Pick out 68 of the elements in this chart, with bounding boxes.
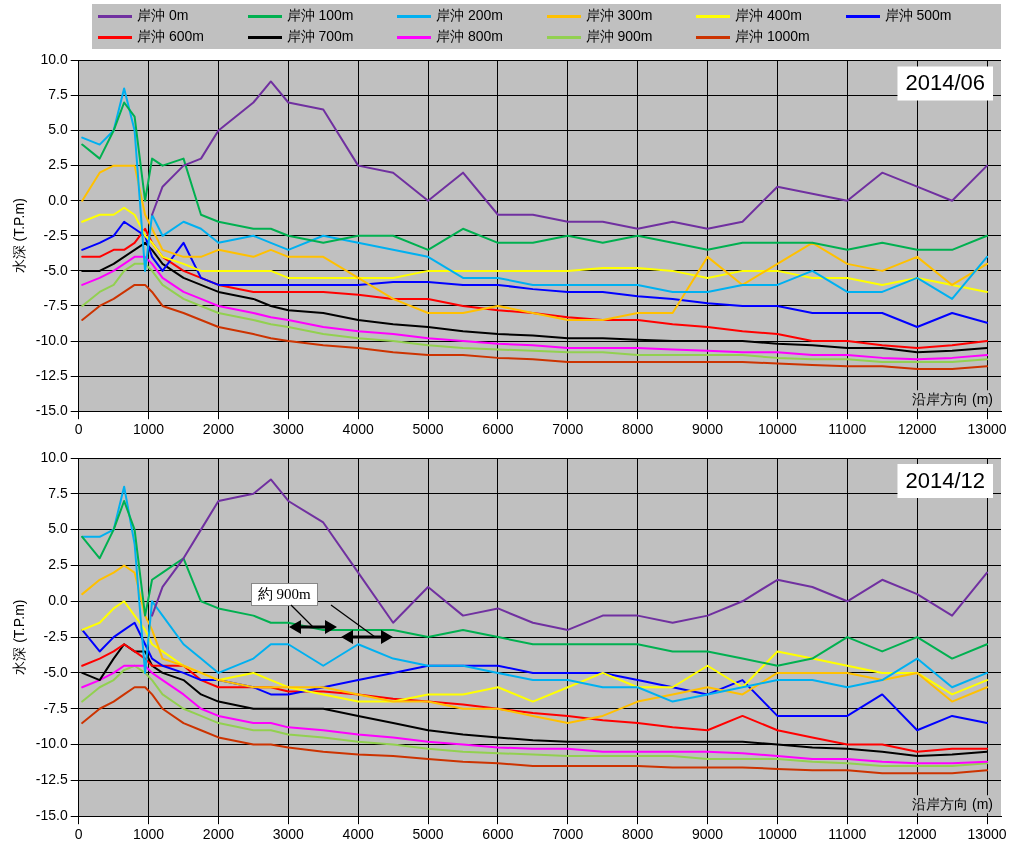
legend-label: 岸沖 500m [884,7,952,25]
y-tick-label: 7.5 [48,484,68,501]
legend-label: 岸沖 800m [436,28,503,46]
x-tick-label: 9000 [691,421,724,438]
x-tick-label: 8000 [622,826,654,843]
x-tick-label: 9000 [691,826,724,843]
y-tick-label: 2.5 [48,156,68,173]
x-tick-label: 0 [74,421,83,438]
x-tick-label: 3000 [272,826,305,843]
x-axis-title: 沿岸方向 (m) [912,796,993,813]
legend-label: 岸沖 100m [286,7,354,25]
y-tick-label: 0.0 [48,592,68,609]
y-tick-label: 10.0 [40,51,68,68]
legend-label: 岸沖 400m [735,7,802,25]
y-tick-label: 10.0 [40,448,68,465]
y-tick-label: 5.0 [48,520,68,537]
x-tick-label: 11000 [828,421,867,438]
y-tick-label: -2.5 [43,627,68,644]
y-tick-label: -12.5 [35,366,68,383]
x-axis-title: 沿岸方向 (m) [912,391,993,408]
y-tick-label: 0.0 [48,191,68,208]
y-tick-label: -10.0 [35,331,68,348]
x-tick-label: 8000 [622,421,654,438]
legend-label: 岸沖 700m [286,28,354,46]
x-tick-label: 7000 [552,826,584,843]
x-tick-label: 10000 [757,421,798,438]
x-tick-label: 7000 [552,421,584,438]
x-tick-label: 5000 [412,826,444,843]
x-tick-label: 12000 [897,421,937,438]
y-tick-label: 2.5 [48,556,68,573]
x-tick-label: 6000 [482,421,514,438]
y-tick-label: 7.5 [48,86,68,103]
y-tick-label: -7.5 [43,699,68,716]
legend-label: 岸沖 1000m [735,28,810,46]
y-tick-label: -15.0 [35,807,68,824]
x-tick-label: 3000 [272,421,305,438]
x-tick-label: 1000 [133,826,165,843]
x-tick-label: 13000 [967,826,1007,843]
y-tick-label: -2.5 [43,226,68,243]
text: 2014/12 [905,468,986,494]
y-tick-label: -7.5 [43,296,68,313]
y-tick-label: -5.0 [43,663,68,680]
x-tick-label: 2000 [202,826,235,843]
y-tick-label: -10.0 [35,735,68,752]
y-axis-title: 水深 (T.P.m) [11,198,28,274]
x-tick-label: 5000 [412,421,444,438]
x-tick-label: 10000 [757,826,798,843]
legend-label: 岸沖 600m [137,28,204,46]
annotation: 約 900m [250,583,318,607]
legend-label: 岸沖 200m [436,7,503,25]
y-tick-label: -15.0 [35,402,68,419]
x-tick-label: 1000 [133,421,165,438]
x-tick-label: 4000 [342,826,374,843]
x-tick-label: 12000 [897,826,937,843]
x-tick-label: 13000 [967,421,1007,438]
x-tick-label: 2000 [202,421,235,438]
y-tick-label: 5.0 [48,121,68,138]
x-tick-label: 11000 [828,826,867,843]
legend-label: 岸沖 0m [137,7,189,25]
x-tick-label: 6000 [482,826,514,843]
y-tick-label: -12.5 [35,771,68,788]
x-tick-label: 0 [74,826,83,843]
text: 2014/06 [905,70,986,96]
y-axis-title: 水深 (T.P.m) [11,599,28,675]
legend-label: 岸沖 300m [585,7,653,25]
y-tick-label: -5.0 [43,261,68,278]
legend-label: 岸沖 900m [585,28,653,46]
x-tick-label: 4000 [342,421,374,438]
